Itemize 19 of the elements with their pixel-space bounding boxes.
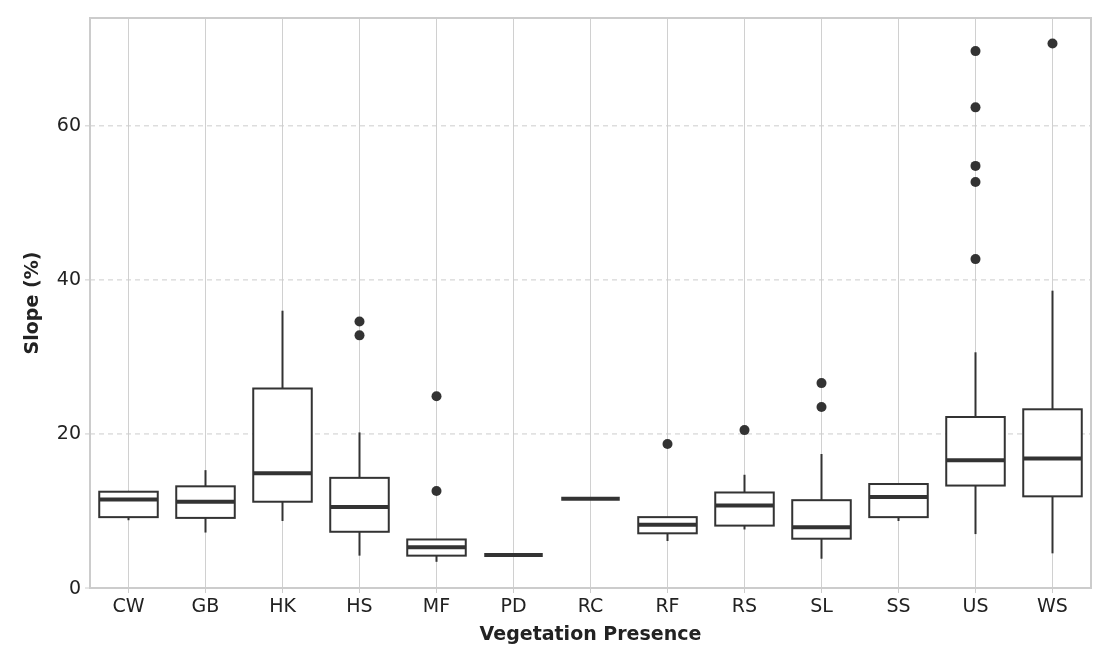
y-axis-title: Slope (%) (20, 251, 42, 355)
y-tick-label: 40 (56, 267, 81, 290)
x-tick-label: SS (886, 594, 911, 616)
x-tick-label: MF (422, 594, 451, 616)
x-tick-label: RC (577, 594, 604, 616)
x-axis-title: Vegetation Presence (479, 622, 702, 644)
x-tick-label: WS (1037, 594, 1068, 616)
y-tick-label: 0 (68, 575, 81, 598)
x-tick-label: HK (269, 594, 297, 616)
x-tick-label: US (962, 594, 989, 616)
y-tick-label: 60 (56, 113, 81, 136)
x-tick-label: PD (500, 594, 527, 616)
x-tick-label: CW (112, 594, 145, 616)
x-tick-label: HS (346, 594, 373, 616)
x-tick-label: RS (731, 594, 758, 616)
y-tick-label: 20 (56, 421, 81, 444)
x-tick-label: RF (655, 594, 680, 616)
x-tick-label: SL (810, 594, 834, 616)
x-tick-label: GB (191, 594, 220, 616)
